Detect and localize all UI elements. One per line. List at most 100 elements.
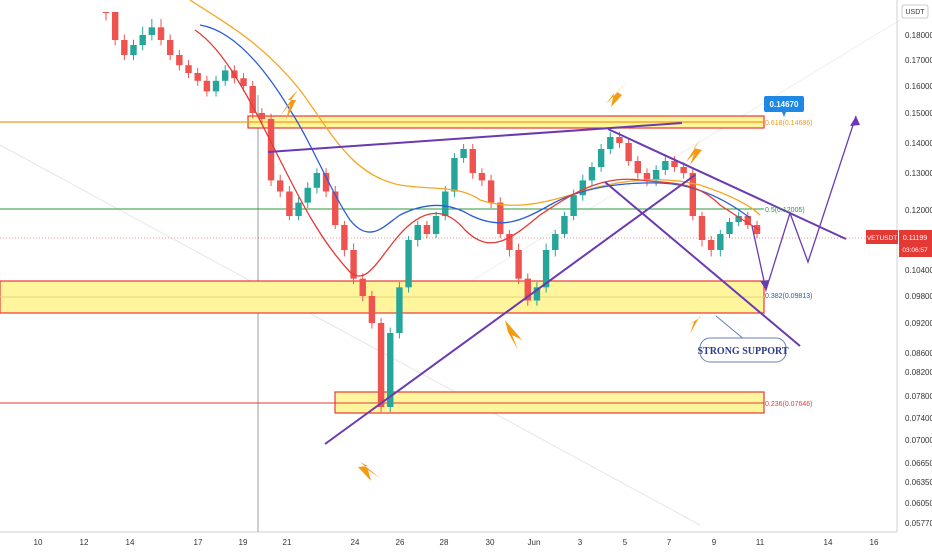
price-tick-label: 0.16000: [905, 82, 932, 91]
time-axis[interactable]: 10 12 14 17 19 21 24 26 28 30 Jun 3 5 7 9 11 14 16: [34, 538, 879, 547]
ema-short-line: [194, 29, 761, 277]
candle-body: [405, 240, 412, 288]
candle-body: [662, 161, 669, 170]
price-tick-label: 0.07800: [905, 392, 932, 401]
candle-body: [552, 234, 559, 250]
candle-body: [497, 202, 504, 234]
candle-body: [157, 27, 165, 40]
last-price-text: 0.11199: [903, 235, 927, 242]
price-tick-label: 0.10400: [905, 266, 932, 275]
candle-body: [432, 216, 440, 234]
time-tick-label: 10: [34, 538, 43, 547]
candle-body: [487, 180, 495, 203]
candle-body: [295, 202, 302, 216]
candle-body: [506, 234, 513, 250]
candle-body: [221, 70, 229, 81]
resistance-trendline[interactable]: [267, 122, 683, 153]
candle-body: [735, 216, 742, 222]
time-tick-label: 12: [80, 538, 89, 547]
candle-body: [322, 173, 330, 192]
candle-body: [240, 78, 247, 86]
candle-body: [176, 55, 183, 66]
time-tick-label: 9: [712, 538, 717, 547]
candle-body: [634, 161, 642, 173]
time-tick-label: 14: [126, 538, 135, 547]
candle-body: [625, 143, 632, 161]
support-callout-box: [699, 337, 787, 363]
candle-body: [414, 225, 421, 240]
price-tick-label: 0.09800: [905, 292, 932, 301]
price-callout-badge: [764, 96, 804, 112]
candle-body: [680, 167, 687, 173]
symbol-badge-text: VETUSDT: [867, 235, 897, 242]
candle-body: [423, 225, 431, 234]
price-axis[interactable]: 0.18000 0.17000 0.16000 0.15000 0.14000 0.130…: [905, 31, 932, 528]
time-tick-label: 7: [667, 538, 672, 547]
price-tick-label: 0.07400: [905, 414, 932, 423]
candle-body: [249, 86, 256, 113]
projection-arrowhead: [760, 280, 769, 290]
time-tick-label: 14: [824, 538, 833, 547]
candle-body: [121, 40, 128, 55]
candle-body: [396, 287, 403, 333]
candle-body: [148, 27, 156, 35]
candle-body: [652, 170, 660, 181]
channel-trendline[interactable]: [604, 181, 801, 347]
candle-body: [542, 250, 550, 288]
candle-body: [377, 323, 385, 407]
candle-body: [671, 161, 678, 167]
price-tick-label: 0.07000: [905, 436, 932, 445]
ascending-trendline[interactable]: [324, 174, 696, 445]
last-price-badge: [899, 230, 932, 257]
fib-label-0382: 0.382(0.09813): [765, 293, 812, 300]
candle-body: [478, 173, 486, 181]
candle-body: [524, 278, 531, 301]
candle-body: [258, 113, 266, 119]
candle-body: [111, 12, 119, 40]
time-tick-label: 11: [756, 538, 765, 547]
price-callout-pointer: [782, 112, 786, 117]
price-tick-label: 0.06050: [905, 499, 932, 508]
time-tick-label: 26: [396, 538, 405, 547]
time-tick-label: 30: [486, 538, 495, 547]
candle-body: [469, 149, 476, 173]
price-tick-label: 0.14000: [905, 139, 932, 148]
price-tick-label: 0.17000: [905, 56, 932, 65]
descending-trendline[interactable]: [607, 128, 847, 240]
candle-body: [277, 180, 284, 192]
orange-arrow: [686, 140, 702, 165]
candle-body: [139, 35, 146, 45]
price-tick-label: 0.06650: [905, 459, 932, 468]
time-tick-label: 16: [870, 538, 879, 547]
time-tick-label: 17: [194, 538, 203, 547]
fib-label-0236: 0.236(0.07646): [765, 401, 812, 408]
candle-body: [689, 173, 697, 216]
price-tick-label: 0.18000: [905, 31, 932, 40]
price-tick-label: 0.05770: [905, 519, 932, 528]
candle-body: [185, 65, 192, 73]
orange-arrow: [280, 90, 298, 120]
candle-body: [332, 191, 339, 225]
fib-label-0618: 0.618(0.14686): [765, 120, 812, 127]
time-tick-label: Jun: [528, 538, 541, 547]
projection-arrowhead: [850, 116, 860, 126]
candles-group: [102, 12, 761, 413]
orange-arrow: [358, 462, 380, 481]
candle-body: [515, 250, 522, 279]
candle-body: [707, 240, 715, 250]
orange-arrow: [500, 318, 522, 350]
price-callout-text: 0.14670: [770, 100, 799, 109]
candle-body: [267, 119, 275, 181]
time-tick-label: 19: [239, 538, 248, 547]
time-tick-label: 5: [623, 538, 628, 547]
candle-body: [350, 250, 357, 279]
price-tick-label: 0.13000: [905, 169, 932, 178]
candle-body: [597, 149, 605, 167]
candle-body: [643, 173, 651, 181]
price-tick-label: 0.12000: [905, 206, 932, 215]
candle-body: [313, 173, 321, 188]
currency-box[interactable]: [901, 4, 929, 19]
candle-body: [570, 195, 577, 216]
